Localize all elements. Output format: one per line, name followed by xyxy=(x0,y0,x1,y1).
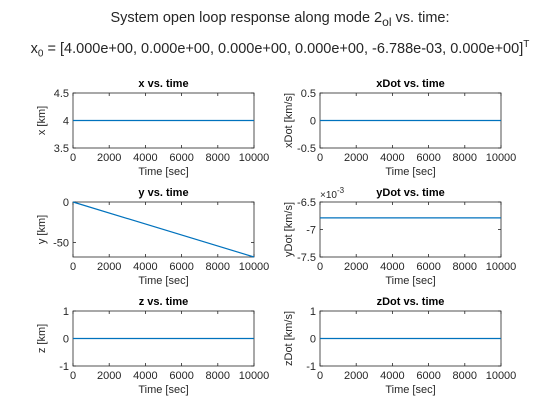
x-tick-label: 6000 xyxy=(169,261,193,273)
x-tick-label: 4000 xyxy=(133,152,157,164)
y-tick-label: 0.5 xyxy=(301,88,316,100)
x-tick-label: 4000 xyxy=(133,370,157,382)
x-tick-label: 2000 xyxy=(344,370,368,382)
y-tick-label: -0.5 xyxy=(297,143,316,155)
x-tick-label: 2000 xyxy=(97,152,121,164)
x-tick-label: 6000 xyxy=(169,370,193,382)
title-text-suffix: vs. time: xyxy=(391,10,450,26)
exponent-power: -3 xyxy=(337,186,345,195)
x-tick-label: 0 xyxy=(70,370,76,382)
x-tick-label: 10000 xyxy=(486,370,517,382)
initial-state-subscript: 0 xyxy=(37,48,44,60)
y-axis-label: zDot [km/s] xyxy=(283,311,295,366)
x-tick-label: 10000 xyxy=(239,261,270,273)
y-axis-label: z [km] xyxy=(36,324,48,353)
x-tick-label: 6000 xyxy=(416,152,440,164)
x-tick-label: 0 xyxy=(317,370,323,382)
title-text: System open loop response along mode 2 xyxy=(110,10,383,26)
x-axis-label: Time [sec] xyxy=(138,275,188,287)
subplot-title: x vs. time xyxy=(138,78,188,90)
y-tick-label: 0 xyxy=(63,197,69,209)
x-tick-label: 4000 xyxy=(380,370,404,382)
x-tick-label: 10000 xyxy=(239,152,270,164)
x-tick-label: 4000 xyxy=(133,261,157,273)
x-tick-label: 10000 xyxy=(486,261,517,273)
y-axis-exponent: ×10-3 xyxy=(320,186,345,201)
x-tick-label: 2000 xyxy=(97,370,121,382)
subplot-title: yDot vs. time xyxy=(376,187,444,199)
y-tick-label: 0 xyxy=(310,334,316,346)
x-tick-label: 8000 xyxy=(453,261,477,273)
y-axis-label: yDot [km/s] xyxy=(283,202,295,257)
x-tick-label: 6000 xyxy=(416,370,440,382)
subplot-title: z vs. time xyxy=(139,296,189,308)
exponent-base: ×10 xyxy=(320,190,337,201)
y-tick-label: 4.5 xyxy=(54,88,69,100)
figure-title-line-1: System open loop response along mode 2ol… xyxy=(0,8,560,32)
y-tick-label: -1 xyxy=(306,361,316,373)
x-tick-label: 2000 xyxy=(344,152,368,164)
y-tick-label: -6.5 xyxy=(297,197,316,209)
initial-state-vector: = [4.000e+00, 0.000e+00, 0.000e+00, 0.00… xyxy=(43,40,524,57)
x-tick-label: 4000 xyxy=(380,261,404,273)
y-tick-label: -1 xyxy=(59,361,69,373)
y-tick-label: -7 xyxy=(306,225,316,237)
x-tick-label: 8000 xyxy=(453,370,477,382)
figure-title-line-2: x0 = [4.000e+00, 0.000e+00, 0.000e+00, 0… xyxy=(0,32,560,68)
y-tick-label: 1 xyxy=(63,306,69,318)
transpose-superscript: T xyxy=(523,38,530,50)
x-tick-label: 2000 xyxy=(97,261,121,273)
x-tick-label: 10000 xyxy=(239,370,270,382)
y-tick-label: 0 xyxy=(63,334,69,346)
plot-area xyxy=(319,201,502,258)
y-tick-label: 3.5 xyxy=(54,143,69,155)
y-tick-label: -7.5 xyxy=(297,252,316,264)
x-axis-label: Time [sec] xyxy=(385,275,435,287)
x-axis-label: Time [sec] xyxy=(385,384,435,396)
y-tick-label: 4 xyxy=(63,116,69,128)
x-tick-label: 8000 xyxy=(453,152,477,164)
subplot-0: 0 2000 4000 6000 8000 10000 3.5 4 4.5 x vs. time T… xyxy=(36,78,269,178)
x-axis-label: Time [sec] xyxy=(138,166,188,178)
series-line-0 xyxy=(72,201,255,258)
title-subscript: ol xyxy=(382,14,392,29)
x-axis-label: Time [sec] xyxy=(385,166,435,178)
x-tick-label: 2000 xyxy=(344,261,368,273)
y-tick-label: -50 xyxy=(53,238,69,250)
x-tick-label: 6000 xyxy=(416,261,440,273)
y-axis-label: xDot [km/s] xyxy=(283,93,295,148)
y-tick-label: 0 xyxy=(310,116,316,128)
x-tick-label: 10000 xyxy=(486,152,517,164)
subplot-title: y vs. time xyxy=(138,187,188,199)
x-tick-label: 8000 xyxy=(206,370,230,382)
figure-title: System open loop response along mode 2ol… xyxy=(0,8,560,68)
x-tick-label: 8000 xyxy=(206,152,230,164)
y-tick-label: 1 xyxy=(310,306,316,318)
subplot-3: 0 2000 4000 6000 8000 10000 -7.5 -7 -6.5 yDot vs.… xyxy=(283,186,516,287)
subplot-title: xDot vs. time xyxy=(376,78,444,90)
x-tick-label: 0 xyxy=(317,261,323,273)
initial-state-symbol: x xyxy=(30,40,38,57)
x-axis-label: Time [sec] xyxy=(138,384,188,396)
x-tick-label: 0 xyxy=(70,261,76,273)
x-tick-label: 4000 xyxy=(380,152,404,164)
x-tick-label: 0 xyxy=(317,152,323,164)
x-tick-label: 6000 xyxy=(169,152,193,164)
y-axis-label: y [km] xyxy=(36,215,48,244)
subplot-title: zDot vs. time xyxy=(377,296,445,308)
x-tick-label: 0 xyxy=(70,152,76,164)
x-tick-label: 8000 xyxy=(206,261,230,273)
y-axis-label: x [km] xyxy=(36,106,48,135)
